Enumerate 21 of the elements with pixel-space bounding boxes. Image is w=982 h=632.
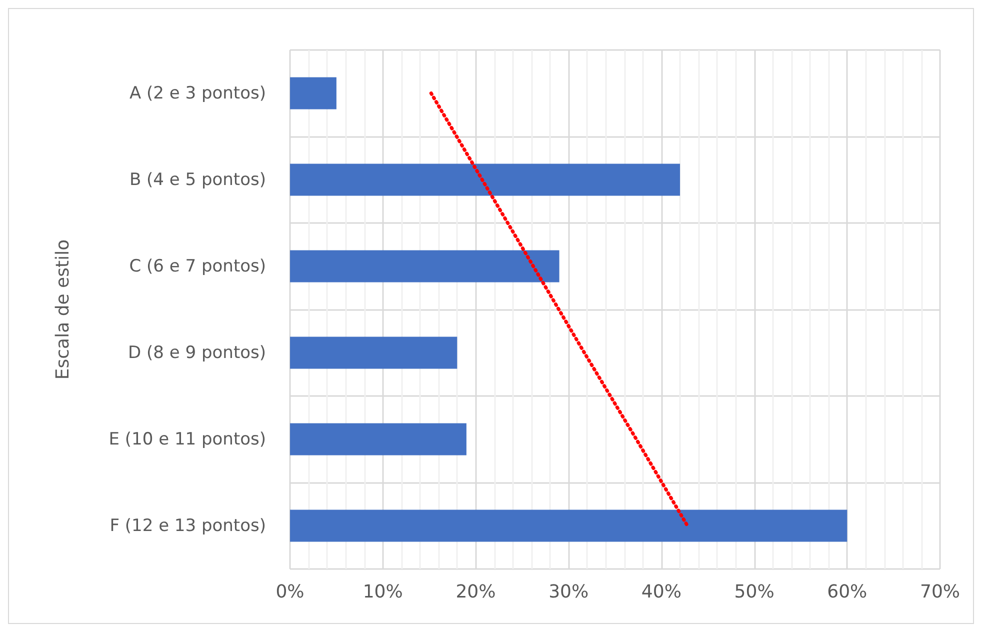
x-tick-label: 30% — [548, 582, 589, 602]
y-tick-label: C (6 e 7 pontos) — [129, 256, 266, 276]
y-tick-label: E (10 e 11 pontos) — [108, 429, 266, 450]
x-tick-label: 70% — [920, 582, 960, 602]
x-tick-label: 60% — [827, 582, 868, 602]
y-tick-label: D (8 e 9 pontos) — [128, 342, 266, 363]
y-tick-label: B (4 e 5 pontos) — [129, 170, 266, 190]
bar — [290, 336, 458, 369]
x-tick-label: 20% — [456, 582, 496, 602]
bar — [290, 250, 560, 282]
x-tick-label: 40% — [641, 582, 682, 602]
x-tick-label: 50% — [734, 582, 774, 602]
bar — [290, 164, 680, 196]
x-tick-label: 10% — [362, 582, 403, 602]
y-tick-label: F (12 e 13 pontos) — [110, 516, 266, 536]
y-axis-title: Escala de estilo — [52, 239, 74, 380]
bar — [290, 510, 848, 542]
y-tick-label: A (2 e 3 pontos) — [130, 83, 266, 104]
bar — [290, 77, 336, 110]
bar — [290, 423, 466, 456]
x-tick-label: 0% — [276, 582, 304, 602]
